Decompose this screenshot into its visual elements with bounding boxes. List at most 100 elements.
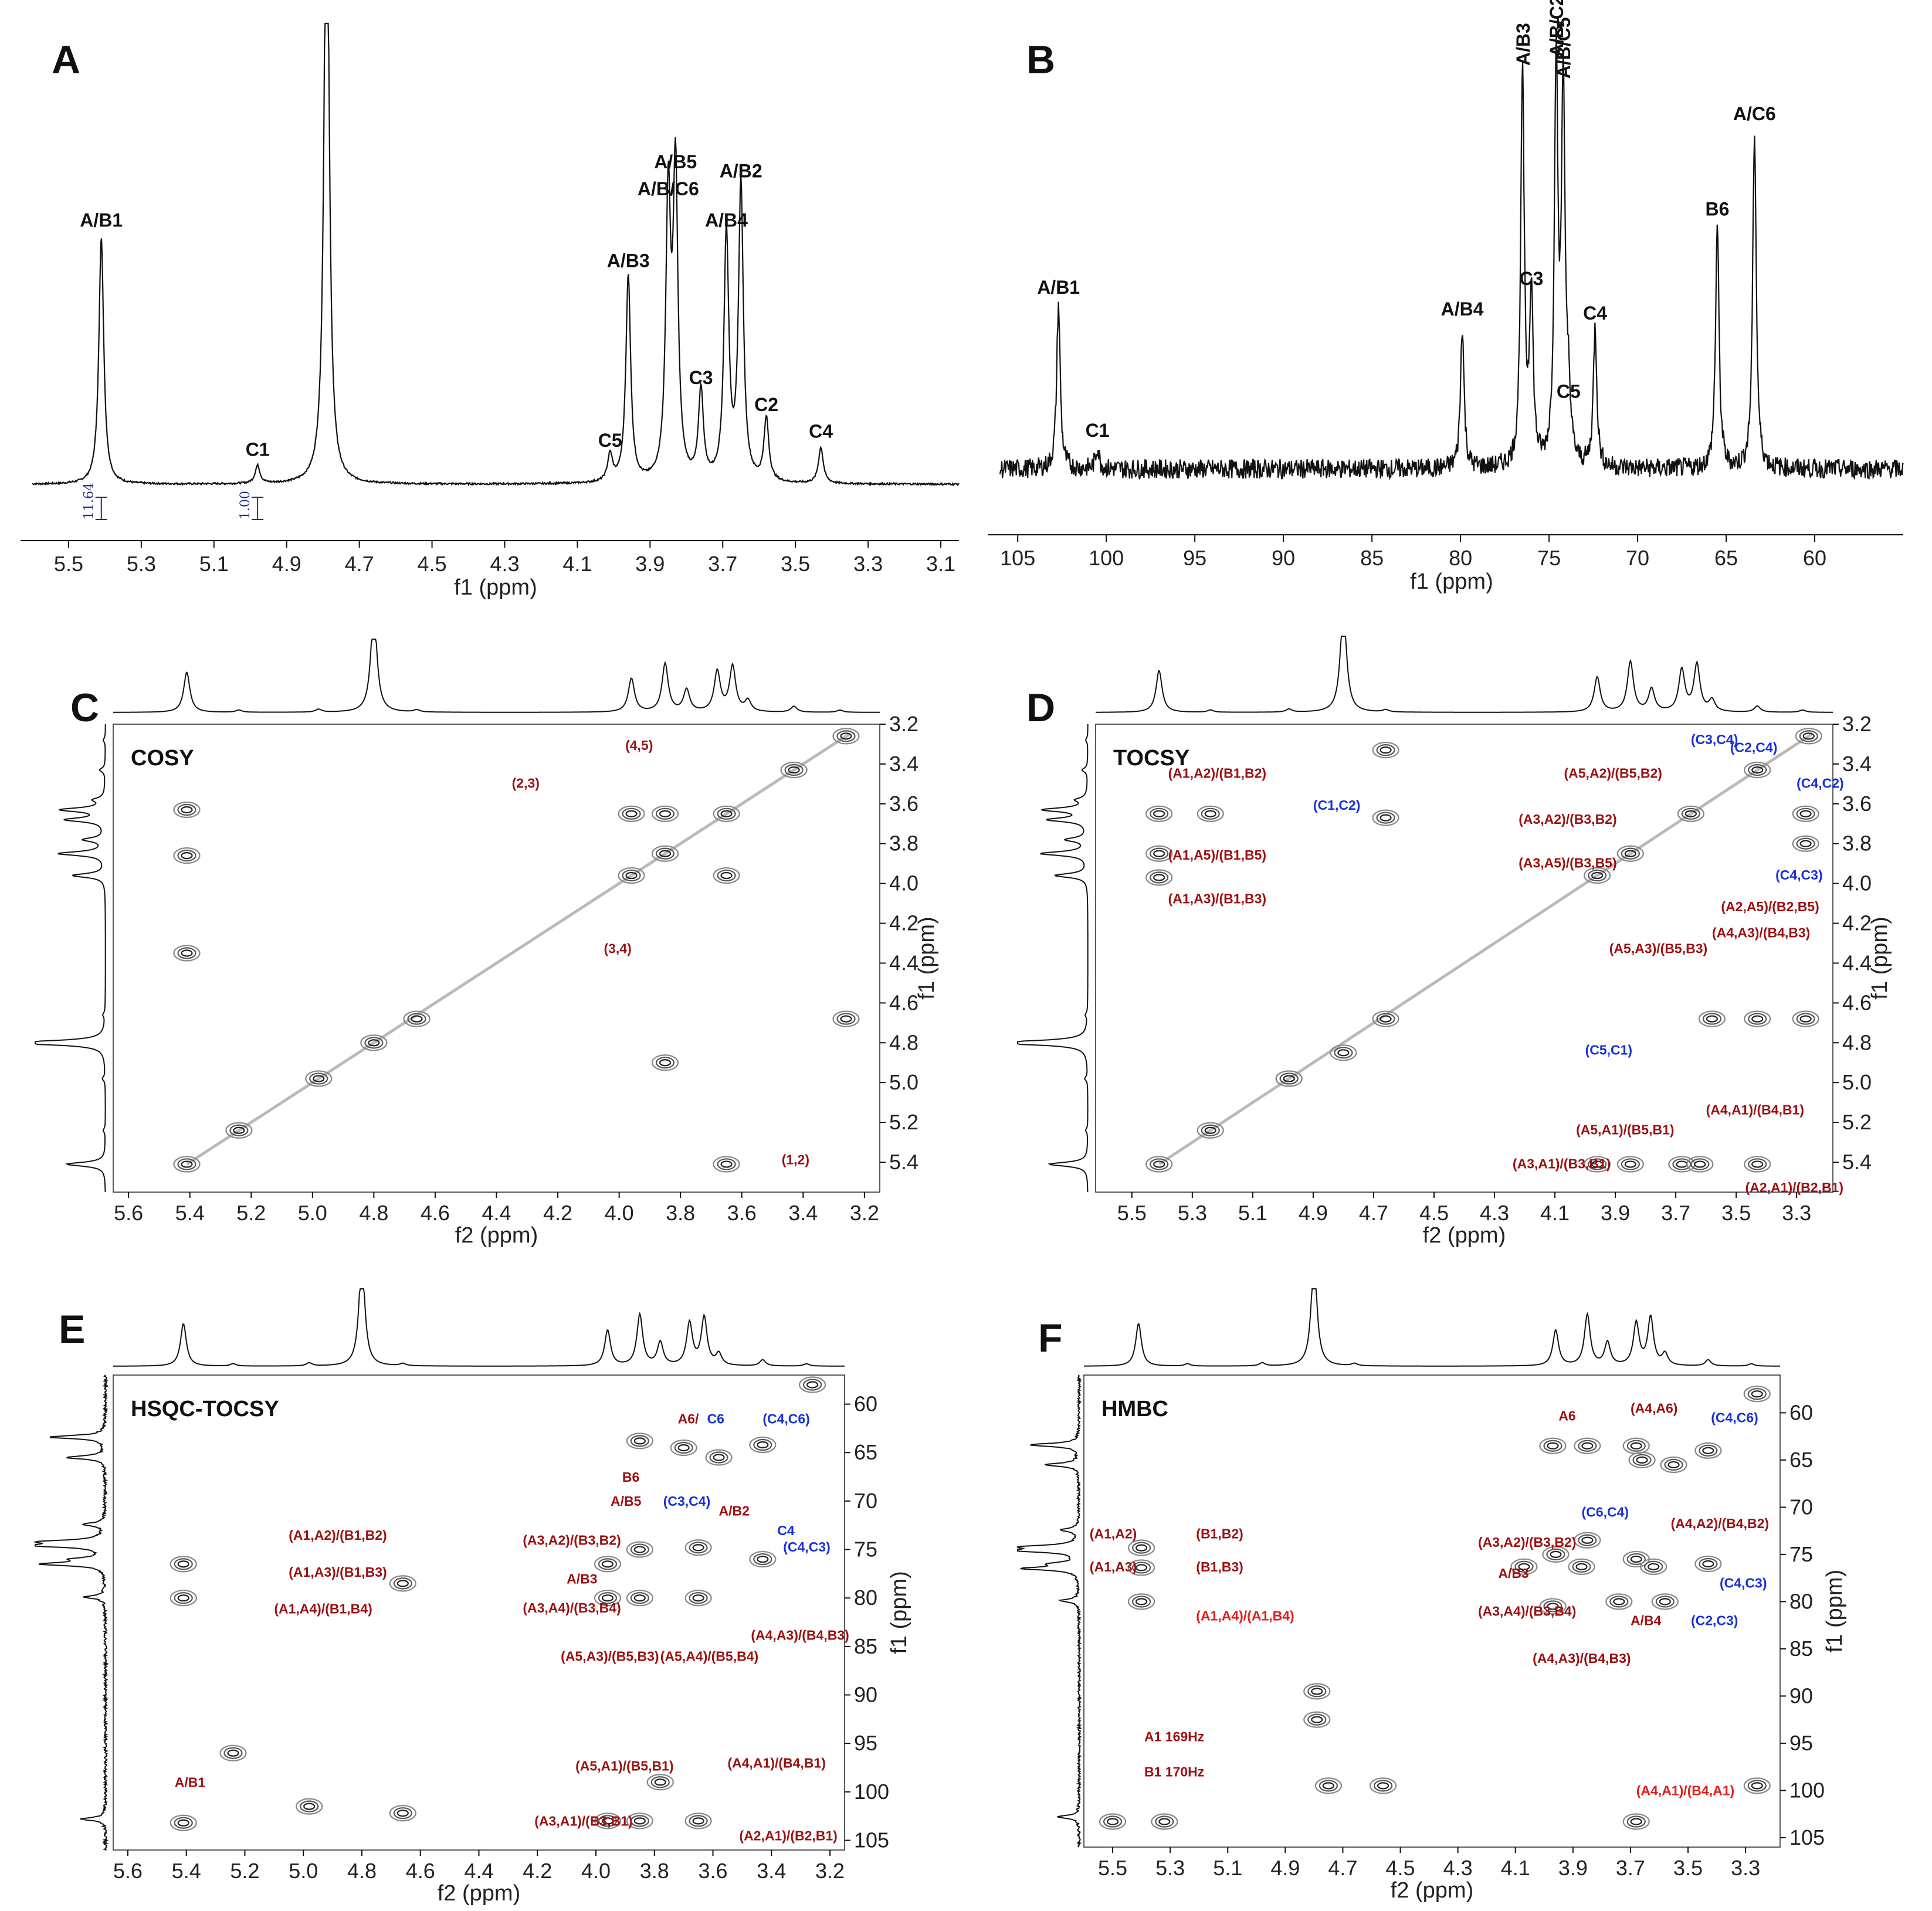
cross-peak-contour	[598, 1592, 618, 1604]
cross-peak-contour	[177, 947, 196, 959]
cross-peak-contour	[753, 1438, 772, 1451]
cross-peak-contour	[1613, 1598, 1625, 1605]
y-tick-label: 4.0	[889, 871, 918, 895]
x-tick-label: 5.2	[236, 1201, 266, 1225]
cross-peak-annotation: (A4,A3)/(B4,B3)	[1533, 1651, 1631, 1666]
x-tick-label: 95	[1183, 546, 1206, 570]
x-tick-label: 5.5	[1117, 1201, 1147, 1225]
x-tick-label: 5.5	[54, 552, 83, 576]
cross-peak-contour	[630, 1543, 649, 1556]
cross-peak-contour	[1204, 1126, 1216, 1134]
cross-peak-contour	[1621, 847, 1640, 860]
peak-label: A/B/C2	[1546, 0, 1567, 57]
peak-label: A/B4	[1441, 298, 1484, 320]
peak-label: C1	[246, 439, 270, 460]
cross-peak-annotation: (A3,A2)/(B3,B2)	[523, 1532, 621, 1547]
cross-peak-contour	[1307, 1713, 1327, 1726]
cross-peak-contour	[364, 1037, 384, 1049]
x-tick-label: 5.6	[114, 1201, 143, 1225]
cross-peak-contour	[177, 1560, 189, 1568]
cross-peak-contour	[1572, 1560, 1591, 1573]
cross-peak-annotation: A6	[1558, 1408, 1575, 1423]
cross-peak-contour	[630, 1815, 649, 1827]
cross-peak-contour	[1127, 1539, 1155, 1556]
cross-peak-contour	[625, 871, 638, 880]
peak-label: A/B5	[654, 151, 697, 172]
x-tick-label: 4.3	[490, 552, 519, 576]
x-tick-label: 3.8	[640, 1859, 669, 1883]
panel-B: B A/B1 C1 A/B4 A/B3 C3 A/B/C2A/B/C5 C5 C4 B6 A/C6 1…	[988, 0, 1904, 594]
cross-peak-contour	[601, 1817, 614, 1825]
cross-peak-contour	[1372, 742, 1399, 759]
cross-peak-contour	[1630, 1555, 1642, 1563]
cross-peak-contour	[1283, 1075, 1295, 1082]
cross-peak-contour	[225, 1122, 253, 1139]
cross-peak-contour	[1694, 1555, 1722, 1573]
cross-peak-contour	[1796, 1013, 1815, 1025]
y-tick-label: 3.2	[1842, 712, 1872, 736]
cross-peak-annotation: (C4,C2)	[1797, 776, 1844, 791]
cross-peak-contour	[659, 810, 672, 817]
x-axis-label: f2 (ppm)	[438, 1881, 520, 1906]
x-tick-label: 4.1	[562, 552, 592, 576]
cross-peak-contour	[1314, 1777, 1343, 1794]
cross-peak-contour	[1609, 1596, 1629, 1608]
cross-peak-contour	[601, 1594, 614, 1602]
x-tick-label: 4.7	[345, 552, 374, 576]
x-tick-label: 60	[1803, 546, 1826, 570]
x-tick-label: 5.2	[230, 1859, 259, 1883]
peak-label: C4	[809, 421, 833, 442]
cross-peak-contour	[1374, 1780, 1393, 1792]
cross-peak-contour	[1630, 1818, 1642, 1825]
cross-peak-annotation: (A2,A1)/(B2,B1)	[739, 1828, 837, 1843]
projection-f2	[1096, 636, 1833, 713]
x-tick-label: 4.3	[1443, 1856, 1473, 1880]
projection-f1	[33, 1374, 109, 1851]
cross-peak-contour	[1197, 1122, 1224, 1139]
cross-peak-annotation: (C1,C2)	[1313, 797, 1361, 813]
x-tick-label: 3.7	[1616, 1856, 1645, 1880]
cross-peak-contour	[659, 850, 672, 857]
cross-peak-annotation: (C2,C3)	[1691, 1613, 1738, 1628]
cross-peak-contour	[692, 1817, 704, 1825]
cross-peak-contour	[1616, 1156, 1644, 1173]
cross-peak-annotation: A/B2	[719, 1503, 750, 1519]
y-tick-label: 4.8	[889, 1030, 918, 1054]
x-tick-label: 65	[1714, 546, 1738, 570]
cross-peak-contour	[1318, 1780, 1338, 1792]
x-tick-label: 3.4	[757, 1859, 786, 1883]
cross-peak-contour	[749, 1550, 777, 1568]
cross-peak-contour	[1546, 1548, 1565, 1560]
cross-peak-contour	[1743, 1777, 1771, 1794]
cross-peak-contour	[1131, 1562, 1151, 1574]
y-axis-label: f1 (ppm)	[1822, 1570, 1847, 1652]
y-tick-label: 4.8	[1842, 1030, 1872, 1054]
x-axis-label: f2 (ppm)	[455, 1223, 538, 1248]
cross-peak-contour	[177, 1594, 189, 1602]
y-tick-label: 4.4	[889, 951, 918, 975]
x-tick-label: 4.0	[605, 1201, 634, 1225]
cross-peak-annotation: (A3,A4)/(B3,B4)	[523, 1600, 621, 1615]
x-tick-label: 3.5	[1721, 1201, 1751, 1225]
y-tick-label: 4.2	[889, 911, 918, 935]
panel-E: E A6/C6 (C4,C6) B6 A/B5 (C3,C4) A/B2 C4(C4,C3) (…	[33, 1288, 911, 1906]
panel-letter-D: D	[1026, 685, 1055, 730]
cross-peak-contour	[626, 1541, 653, 1558]
cross-peak-contour	[1150, 847, 1169, 860]
cross-peak-annotation: (A1,A3)/(B1,B3)	[289, 1564, 387, 1580]
cross-peak-contour	[1510, 1558, 1538, 1575]
cross-peak-contour	[1744, 1010, 1771, 1027]
y-tick-label: 60	[854, 1392, 877, 1416]
cross-peak-contour	[1322, 1782, 1335, 1790]
cross-peak-contour	[177, 850, 196, 862]
cross-peak-contour	[720, 1160, 733, 1168]
cross-peak-contour	[1616, 845, 1644, 862]
x-tick-label: 5.3	[1155, 1856, 1185, 1880]
y-axis-label: f1 (ppm)	[887, 1571, 911, 1654]
x-tick-label: 3.5	[781, 552, 810, 576]
cross-peak-contour	[713, 867, 740, 884]
y-tick-label: 3.6	[889, 792, 918, 816]
cross-peak-contour	[832, 728, 860, 745]
cross-peak-contour	[1155, 1815, 1174, 1828]
x-tick-label: 3.3	[1782, 1201, 1811, 1225]
